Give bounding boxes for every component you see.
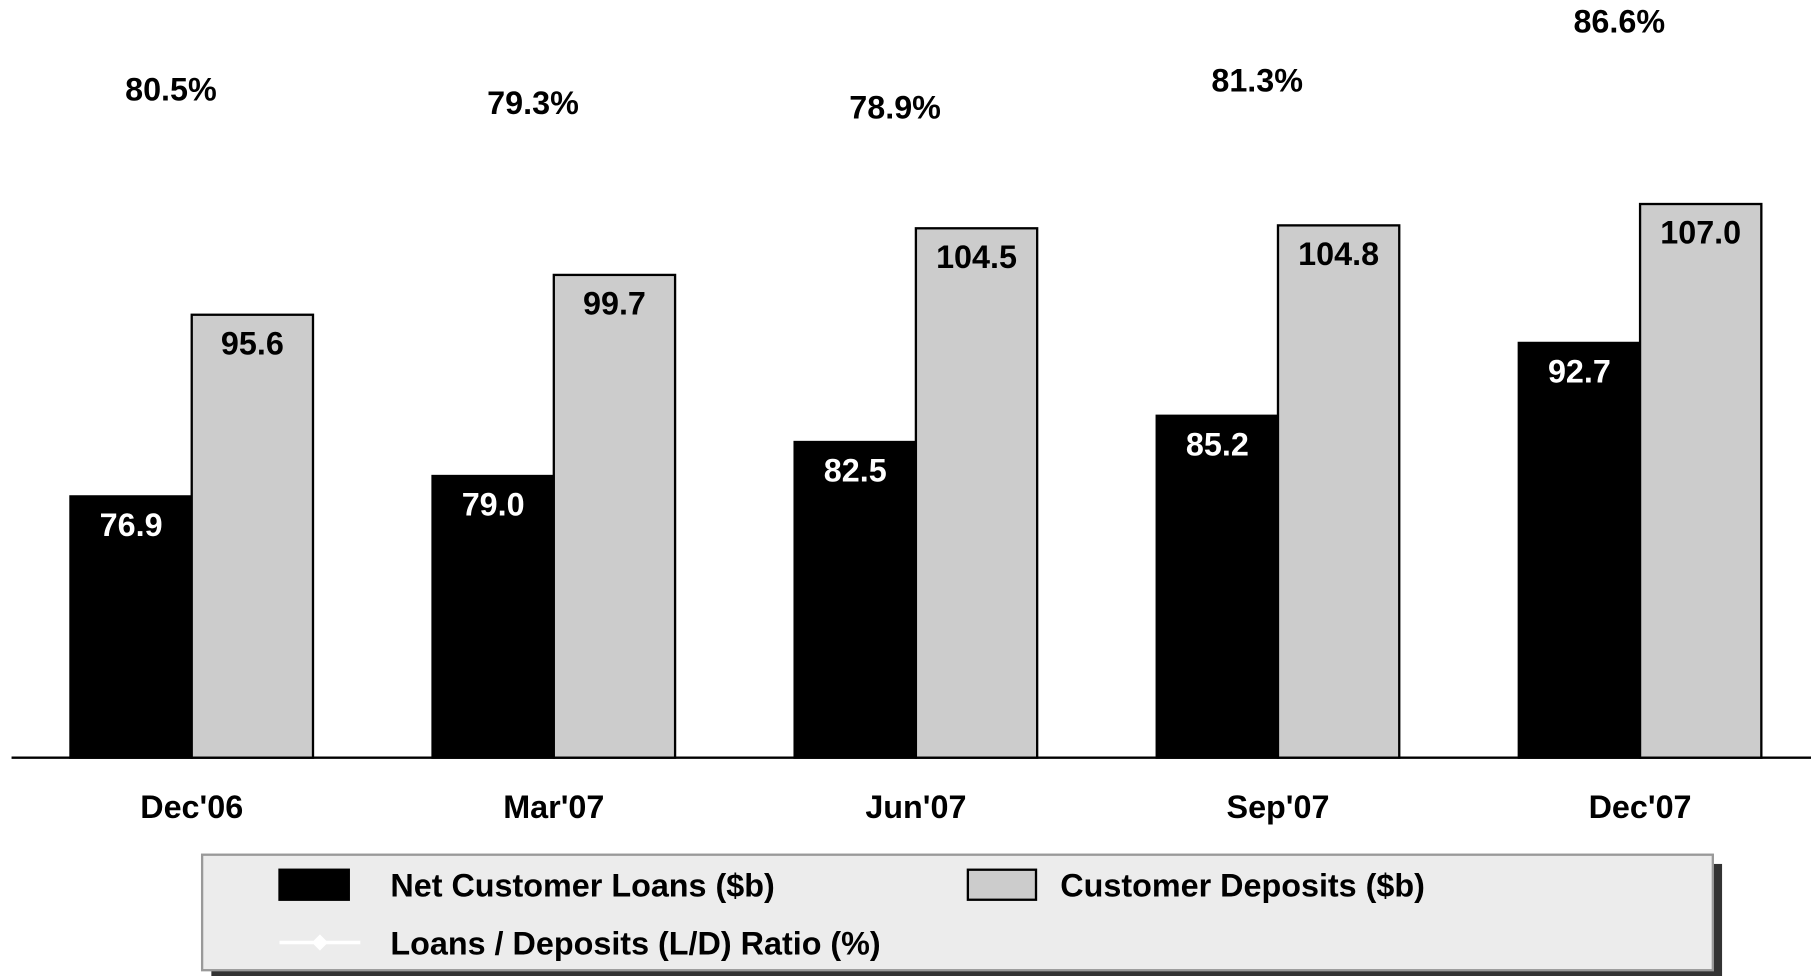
data-label: 85.2 [1186, 426, 1249, 462]
bar [914, 227, 1039, 759]
x-tick-label: Dec'07 [1589, 789, 1692, 825]
legend-label: Loans / Deposits (L/D) Ratio (%) [390, 925, 880, 961]
x-tick-label: Dec'06 [140, 789, 243, 825]
data-label: 99.7 [583, 286, 646, 322]
x-tick-label: Mar'07 [503, 789, 604, 825]
bar [793, 440, 918, 759]
bar [1517, 341, 1642, 759]
data-label: 79.0 [462, 487, 525, 523]
data-label: 82.5 [824, 453, 887, 489]
data-label: 86.6% [1573, 4, 1665, 40]
ratio-marker [545, 111, 562, 128]
bar [1155, 414, 1280, 759]
x-tick-label: Jun'07 [865, 789, 966, 825]
data-label: 78.9% [849, 89, 941, 125]
legend-swatch [966, 868, 1038, 901]
data-label: 76.9 [100, 507, 163, 543]
legend-swatch [311, 934, 329, 951]
data-label: 107.0 [1660, 215, 1741, 251]
legend-swatch [278, 868, 350, 901]
bar [552, 273, 677, 759]
data-label: 104.8 [1298, 236, 1379, 272]
data-label: 95.6 [221, 325, 284, 361]
data-label: 80.5% [125, 72, 217, 108]
bar [1276, 224, 1401, 759]
data-label: 92.7 [1548, 354, 1611, 390]
x-tick-label: Sep'07 [1227, 789, 1330, 825]
data-label: 104.5 [936, 239, 1017, 275]
legend [200, 853, 1714, 972]
bar [190, 313, 315, 759]
data-label: 81.3% [1211, 63, 1303, 99]
bar [431, 474, 555, 759]
legend-label: Net Customer Loans ($b) [390, 868, 774, 904]
ratio-marker [1631, 29, 1649, 46]
data-label: 79.3% [487, 85, 579, 121]
legend-label: Customer Deposits ($b) [1060, 868, 1425, 904]
bar [1638, 202, 1763, 759]
bar [69, 495, 193, 759]
ratio-marker [907, 115, 924, 132]
